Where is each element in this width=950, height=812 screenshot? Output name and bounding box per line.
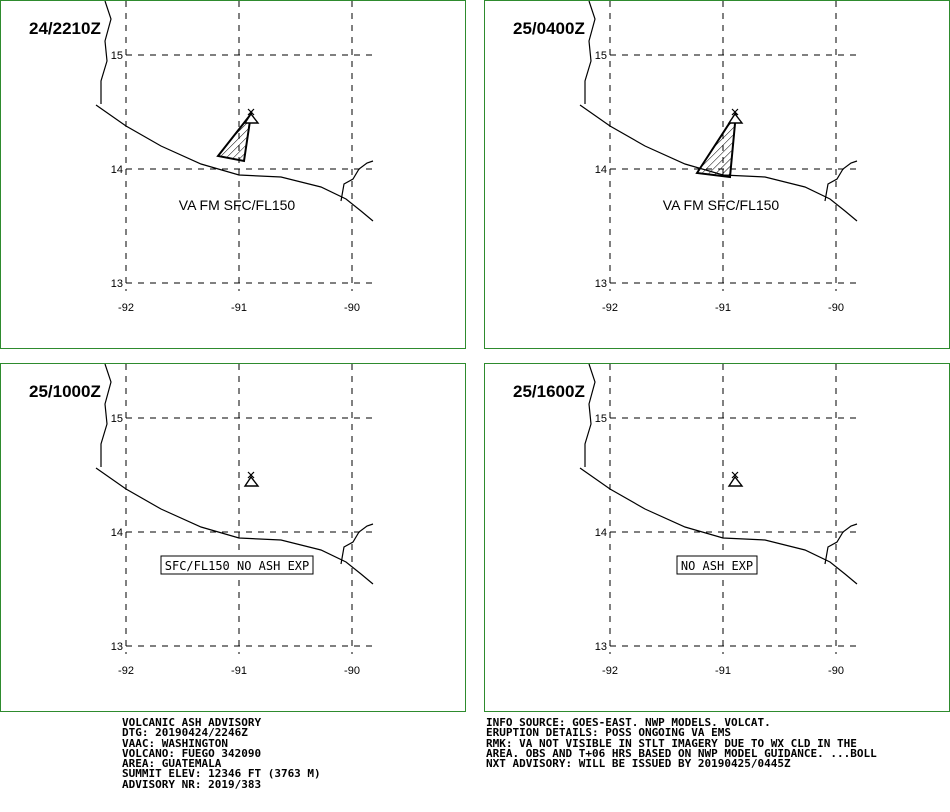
lat-label: 13 [111, 278, 123, 290]
lon-label: -90 [828, 665, 844, 677]
info-line: VAAC: WASHINGTON [122, 736, 228, 750]
map-canvas: 15 14 13 -92 -91 -90 NO ASH EXP [579, 364, 858, 677]
map-panel-3: 15 14 13 -92 -91 -90 SFC/FL150 NO ASH EXP 25/10… [0, 363, 466, 712]
coastline [579, 104, 858, 222]
info-line: RMK: VA NOT VISIBLE IN STLT IMAGERY DUE … [486, 736, 857, 750]
map-canvas: 15 14 13 -92 -91 -90 SFC/FL150 NO ASH EXP [95, 364, 374, 677]
lon-label: -91 [715, 665, 731, 677]
coastline [579, 467, 858, 585]
forecast-label: SFC/FL150 NO ASH EXP [165, 559, 310, 573]
coastline [100, 364, 112, 467]
lon-label: -90 [344, 665, 360, 677]
lon-label: -92 [118, 302, 134, 314]
volcano-icon [243, 108, 260, 124]
lat-label: 14 [111, 527, 123, 539]
map-canvas: 15 14 13 -92 -91 -90 VA FM SFC/FL150 [579, 1, 858, 314]
coastline [824, 523, 858, 565]
advisory-info-left: VOLCANIC ASH ADVISORY DTG: 20190424/2246Z… [122, 716, 321, 791]
lat-label: 15 [595, 413, 607, 425]
map-panel-4: 15 14 13 -92 -91 -90 NO ASH EXP 25/1600Z [484, 363, 950, 712]
info-line: ERUPTION DETAILS: POSS ONGOING VA EMS [486, 726, 732, 740]
ash-label: VA FM SFC/FL150 [663, 197, 780, 213]
coastline [340, 160, 374, 202]
lon-label: -92 [602, 665, 618, 677]
panel-time-title: 25/0400Z [513, 19, 585, 38]
map-canvas: 15 14 13 -92 -91 -90 VA FM SFC/FL150 [95, 1, 374, 314]
ash-label: VA FM SFC/FL150 [179, 197, 296, 213]
lat-label: 15 [111, 413, 123, 425]
lat-label: 14 [595, 527, 607, 539]
info-line: VOLCANO: FUEGO 342090 [122, 746, 262, 760]
coastline [824, 160, 858, 202]
map-panel-2: 15 14 13 -92 -91 -90 VA FM SFC/FL150 25/0400Z [484, 0, 950, 349]
lat-label: 15 [111, 50, 123, 62]
info-line: ADVISORY NR: 2019/383 [122, 777, 262, 791]
info-line: AREA. OBS AND T+06 HRS BASED ON NWP MODE… [486, 746, 877, 760]
coastline [584, 364, 596, 467]
lon-label: -92 [602, 302, 618, 314]
ash-cloud-area [695, 112, 737, 179]
coastline [95, 104, 374, 222]
ash-cloud-area [216, 110, 253, 163]
panel-time-title: 24/2210Z [29, 19, 101, 38]
lon-label: -90 [828, 302, 844, 314]
forecast-label-box [676, 555, 758, 575]
info-line: NXT ADVISORY: WILL BE ISSUED BY 20190425… [486, 757, 791, 771]
lat-label: 14 [595, 164, 607, 176]
coastline [584, 1, 596, 104]
volcano-icon [243, 471, 260, 487]
volcano-icon [727, 108, 744, 124]
coastline [95, 467, 374, 585]
info-line: SUMMIT ELEV: 12346 FT (3763 M) [122, 767, 321, 781]
lon-label: -92 [118, 665, 134, 677]
lon-label: -91 [231, 665, 247, 677]
panel-time-title: 25/1600Z [513, 382, 585, 401]
volcano-icon [727, 471, 744, 487]
lat-label: 15 [595, 50, 607, 62]
lat-label: 13 [111, 641, 123, 653]
lat-label: 13 [595, 278, 607, 290]
lat-label: 14 [111, 164, 123, 176]
lon-label: -91 [715, 302, 731, 314]
info-line: INFO SOURCE: GOES-EAST. NWP MODELS. VOLC… [486, 716, 771, 729]
lon-label: -90 [344, 302, 360, 314]
lat-label: 13 [595, 641, 607, 653]
panel-time-title: 25/1000Z [29, 382, 101, 401]
advisory-info-right: INFO SOURCE: GOES-EAST. NWP MODELS. VOLC… [486, 716, 877, 771]
info-line: AREA: GUATEMALA [122, 757, 222, 771]
forecast-label-box [160, 555, 314, 575]
lon-label: -91 [231, 302, 247, 314]
info-line: VOLCANIC ASH ADVISORY [122, 716, 262, 729]
info-line: DTG: 20190424/2246Z [122, 726, 248, 740]
coastline [100, 1, 112, 104]
coastline [340, 523, 374, 565]
map-panel-1: 15 14 13 -92 -91 -90 VA FM SFC/FL150 24/2210Z [0, 0, 466, 349]
forecast-label: NO ASH EXP [681, 559, 753, 573]
